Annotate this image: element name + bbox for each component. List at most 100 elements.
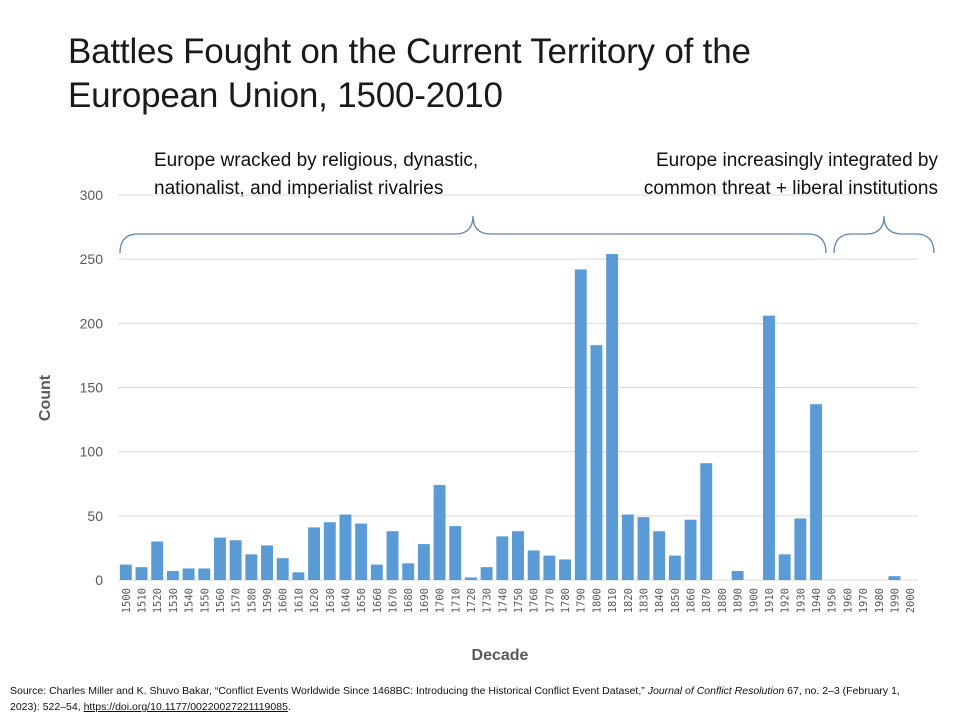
bar-1570 — [229, 540, 242, 580]
bar-1730 — [480, 567, 493, 580]
x-axis-ticks: 1500 1510 1520 1530 1540 1550 1560 1570 1580 1590… — [121, 588, 917, 613]
bar-1800 — [590, 345, 603, 580]
x-tick-label: 1870 — [701, 588, 713, 613]
bar-1790 — [574, 269, 587, 580]
x-tick-label: 1700 — [435, 588, 447, 613]
x-tick-label: 1640 — [340, 588, 352, 613]
bar-1610 — [292, 572, 305, 580]
bar-1540 — [182, 568, 195, 580]
x-tick-label: 1630 — [325, 588, 337, 613]
bar-1770 — [543, 555, 556, 580]
bar-1750 — [512, 531, 524, 580]
y-tick-label: 300 — [80, 187, 104, 203]
bar-1710 — [449, 526, 462, 580]
bar-1780 — [559, 559, 572, 580]
x-tick-label: 1530 — [168, 588, 180, 613]
x-tick-label: 1890 — [733, 588, 745, 613]
x-tick-label: 1980 — [874, 588, 886, 613]
bar-1940 — [810, 404, 822, 580]
x-tick-label: 1940 — [811, 588, 823, 613]
annotation-integration: Europe increasingly integrated by common… — [644, 147, 938, 203]
x-tick-label: 1770 — [544, 588, 556, 613]
x-tick-label: 1910 — [764, 588, 776, 613]
x-tick-label: 1600 — [278, 588, 290, 613]
source-doi-link[interactable]: https://doi.org/10.1177/0022002722111908… — [83, 701, 288, 713]
y-tick-label: 50 — [87, 508, 103, 524]
bar-1860 — [684, 519, 697, 580]
bar-1510 — [135, 567, 148, 580]
x-tick-label: 1650 — [356, 588, 368, 613]
bars — [119, 254, 901, 581]
source-end: . — [287, 701, 291, 713]
x-tick-label: 1800 — [591, 588, 603, 613]
x-tick-label: 1680 — [403, 588, 415, 613]
x-tick-label: 1520 — [152, 588, 164, 613]
brackets — [119, 215, 935, 254]
x-tick-label: 1850 — [670, 588, 682, 613]
bar-1590 — [261, 545, 273, 580]
bar-1910 — [763, 315, 775, 580]
slide-title: Battles Fought on the Current Territory … — [68, 32, 751, 115]
x-tick-label: 1820 — [623, 588, 635, 613]
annotation-rivalries-line-2: nationalist, and imperialist rivalries — [154, 178, 444, 199]
x-tick-label: 1580 — [246, 588, 258, 613]
x-tick-label: 1560 — [215, 588, 227, 613]
bar-1560 — [214, 537, 226, 580]
bar-1920 — [778, 554, 791, 580]
source-journal: Journal of Conflict Resolution — [647, 685, 785, 697]
bar-1930 — [794, 518, 807, 580]
annotation-rivalries-line-1: Europe wracked by religious, dynastic, — [154, 150, 479, 171]
annotation-rivalries: Europe wracked by religious, dynastic, n… — [154, 147, 478, 203]
bar-1620 — [308, 527, 321, 580]
x-tick-label: 1500 — [121, 588, 133, 613]
bar-1720 — [464, 577, 477, 580]
y-tick-label: 0 — [95, 572, 103, 588]
bar-1990 — [888, 576, 901, 580]
x-tick-label: 1780 — [560, 588, 572, 613]
x-tick-label: 1540 — [184, 588, 196, 613]
x-tick-label: 1670 — [388, 588, 400, 613]
bar-1530 — [166, 571, 179, 580]
bar-1820 — [621, 514, 634, 580]
x-tick-label: 1620 — [309, 588, 321, 613]
bar-1660 — [370, 564, 383, 580]
x-tick-label: 1990 — [889, 588, 901, 613]
source-suffix: 67, no. 2–3 (February 1, 2023): 522–54, — [10, 685, 900, 713]
bar-1850 — [668, 555, 681, 580]
source-citation: Source: Charles Miller and K. Shuvo Baka… — [10, 683, 910, 715]
bar-1810 — [606, 254, 619, 581]
x-tick-label: 1760 — [529, 588, 541, 613]
annotation-integration-line-2: common threat + liberal institutions — [643, 178, 938, 199]
bar-1690 — [417, 544, 430, 580]
y-axis-ticks: 0 50 100 150 200 250 300 — [80, 187, 104, 588]
x-tick-label: 1750 — [513, 588, 525, 613]
y-tick-label: 200 — [80, 315, 104, 331]
bar-1700 — [433, 485, 446, 580]
bar-1890 — [731, 571, 744, 580]
bar-1650 — [355, 523, 368, 580]
bar-1580 — [245, 554, 258, 580]
x-tick-label: 1690 — [419, 588, 431, 613]
source-prefix: Source: Charles Miller and K. Shuvo Baka… — [10, 685, 648, 697]
x-tick-label: 1610 — [293, 588, 305, 613]
x-tick-label: 1730 — [482, 588, 494, 613]
bar-1600 — [276, 558, 289, 580]
x-tick-label: 1930 — [795, 588, 807, 613]
bar-1630 — [323, 522, 336, 580]
y-axis-title: Count — [37, 374, 54, 421]
x-tick-label: 1710 — [450, 588, 462, 613]
x-tick-label: 1810 — [607, 588, 619, 613]
x-tick-label: 1660 — [372, 588, 384, 613]
brace-integration — [833, 215, 935, 254]
y-tick-label: 150 — [80, 380, 104, 396]
x-tick-label: 1920 — [780, 588, 792, 613]
x-tick-label: 1550 — [199, 588, 211, 613]
x-tick-label: 1880 — [717, 588, 729, 613]
x-tick-label: 1900 — [748, 588, 760, 613]
bar-1760 — [527, 550, 540, 580]
x-tick-label: 1960 — [842, 588, 854, 613]
x-tick-label: 2000 — [905, 588, 917, 613]
x-tick-label: 1830 — [638, 588, 650, 613]
brace-rivalries — [119, 215, 827, 254]
